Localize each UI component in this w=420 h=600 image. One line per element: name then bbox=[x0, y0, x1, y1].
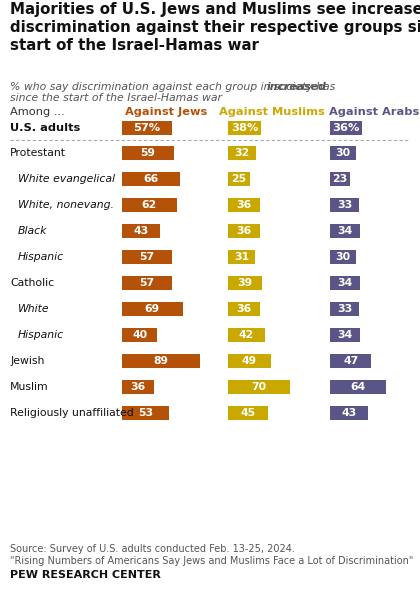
Text: 89: 89 bbox=[154, 356, 169, 366]
Text: 25: 25 bbox=[231, 174, 247, 184]
Text: 34: 34 bbox=[337, 278, 352, 288]
Text: Against Arabs: Against Arabs bbox=[329, 107, 419, 117]
Bar bbox=[330, 121, 362, 135]
Bar bbox=[122, 146, 174, 160]
Text: Source: Survey of U.S. adults conducted Feb. 13-25, 2024.: Source: Survey of U.S. adults conducted … bbox=[10, 544, 295, 554]
Bar bbox=[122, 406, 169, 420]
Bar bbox=[122, 380, 154, 394]
Text: 69: 69 bbox=[145, 304, 160, 314]
Text: U.S. adults: U.S. adults bbox=[10, 123, 80, 133]
Text: 40: 40 bbox=[132, 330, 147, 340]
Bar bbox=[330, 406, 368, 420]
Text: since the start of the Israel-Hamas war: since the start of the Israel-Hamas war bbox=[10, 93, 222, 103]
Bar bbox=[330, 328, 360, 342]
Bar bbox=[330, 172, 350, 186]
Bar bbox=[330, 302, 359, 316]
Text: 39: 39 bbox=[238, 278, 253, 288]
Bar bbox=[228, 198, 260, 212]
Text: 59: 59 bbox=[140, 148, 155, 158]
Bar bbox=[330, 354, 371, 368]
Bar bbox=[228, 250, 255, 264]
Text: 47: 47 bbox=[343, 356, 358, 366]
Text: 57: 57 bbox=[139, 278, 155, 288]
Text: 36%: 36% bbox=[332, 123, 360, 133]
Bar bbox=[122, 276, 172, 290]
Text: 43: 43 bbox=[341, 408, 357, 418]
Text: White evangelical: White evangelical bbox=[18, 174, 115, 184]
Bar bbox=[228, 354, 271, 368]
Text: 36: 36 bbox=[236, 200, 252, 210]
Text: 36: 36 bbox=[236, 304, 252, 314]
Text: 42: 42 bbox=[239, 330, 254, 340]
Text: Religiously unaffiliated: Religiously unaffiliated bbox=[10, 408, 134, 418]
Text: 33: 33 bbox=[337, 200, 352, 210]
Text: 32: 32 bbox=[234, 148, 250, 158]
Bar bbox=[330, 250, 357, 264]
Text: 36: 36 bbox=[236, 226, 252, 236]
Bar bbox=[228, 302, 260, 316]
Text: 66: 66 bbox=[143, 174, 159, 184]
Text: Majorities of U.S. Jews and Muslims see increased
discrimination against their r: Majorities of U.S. Jews and Muslims see … bbox=[10, 2, 420, 53]
Text: 45: 45 bbox=[240, 408, 255, 418]
Bar bbox=[122, 354, 200, 368]
Text: 70: 70 bbox=[251, 382, 266, 392]
Bar bbox=[122, 224, 160, 238]
Text: White: White bbox=[18, 304, 50, 314]
Bar bbox=[330, 380, 386, 394]
Text: Hispanic: Hispanic bbox=[18, 252, 64, 262]
Text: 43: 43 bbox=[133, 226, 149, 236]
Text: 30: 30 bbox=[336, 148, 351, 158]
Text: Against Jews: Against Jews bbox=[125, 107, 207, 117]
Bar bbox=[228, 121, 261, 135]
Bar bbox=[122, 121, 172, 135]
Text: Against Muslims: Against Muslims bbox=[219, 107, 325, 117]
Text: PEW RESEARCH CENTER: PEW RESEARCH CENTER bbox=[10, 570, 161, 580]
Bar bbox=[330, 224, 360, 238]
Bar bbox=[122, 328, 157, 342]
Bar bbox=[228, 224, 260, 238]
Text: increased: increased bbox=[267, 82, 326, 92]
Bar bbox=[122, 172, 180, 186]
Bar bbox=[122, 250, 172, 264]
Text: 34: 34 bbox=[337, 330, 352, 340]
Text: Among ...: Among ... bbox=[10, 107, 65, 117]
Bar bbox=[228, 406, 268, 420]
Text: 49: 49 bbox=[242, 356, 257, 366]
Text: 57: 57 bbox=[139, 252, 155, 262]
Text: "Rising Numbers of Americans Say Jews and Muslims Face a Lot of Discrimination": "Rising Numbers of Americans Say Jews an… bbox=[10, 556, 413, 566]
Bar bbox=[228, 172, 250, 186]
Bar bbox=[228, 146, 256, 160]
Text: 57%: 57% bbox=[134, 123, 160, 133]
Text: 33: 33 bbox=[337, 304, 352, 314]
Text: 30: 30 bbox=[336, 252, 351, 262]
Text: Muslim: Muslim bbox=[10, 382, 49, 392]
Bar bbox=[228, 380, 290, 394]
Text: 64: 64 bbox=[351, 382, 366, 392]
Bar bbox=[330, 276, 360, 290]
Text: 31: 31 bbox=[234, 252, 249, 262]
Bar bbox=[330, 198, 359, 212]
Text: Catholic: Catholic bbox=[10, 278, 54, 288]
Bar bbox=[330, 146, 357, 160]
Bar bbox=[228, 328, 265, 342]
Bar bbox=[228, 276, 262, 290]
Text: 53: 53 bbox=[138, 408, 153, 418]
Text: 36: 36 bbox=[130, 382, 145, 392]
Text: Black: Black bbox=[18, 226, 47, 236]
Text: Jewish: Jewish bbox=[10, 356, 45, 366]
Bar bbox=[122, 198, 176, 212]
Text: Hispanic: Hispanic bbox=[18, 330, 64, 340]
Text: 38%: 38% bbox=[231, 123, 258, 133]
Text: White, nonevang.: White, nonevang. bbox=[18, 200, 114, 210]
Text: % who say discrimination against each group in society has: % who say discrimination against each gr… bbox=[10, 82, 339, 92]
Text: Protestant: Protestant bbox=[10, 148, 66, 158]
Text: 23: 23 bbox=[333, 174, 348, 184]
Text: 62: 62 bbox=[142, 200, 157, 210]
Bar bbox=[122, 302, 183, 316]
Text: 34: 34 bbox=[337, 226, 352, 236]
